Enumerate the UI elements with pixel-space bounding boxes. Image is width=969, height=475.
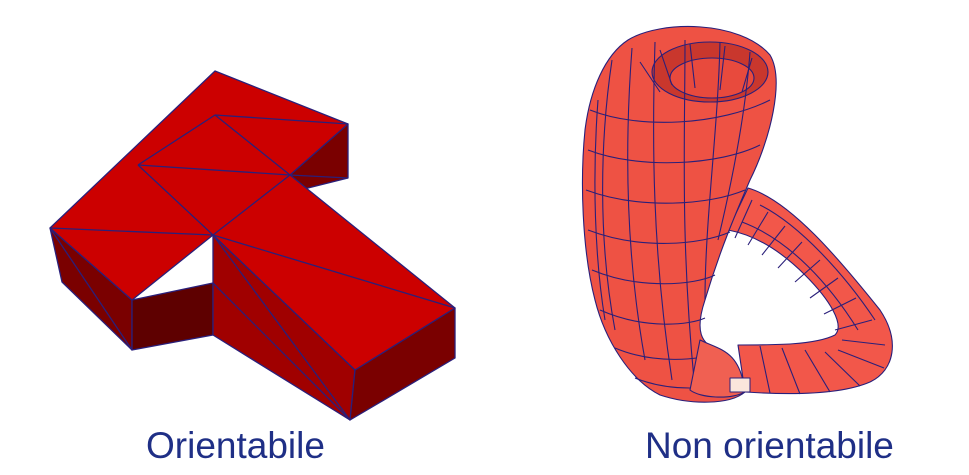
- t-mesh-line: [49, 227, 133, 351]
- t-left-side-face: [131, 282, 214, 351]
- klein-bottle-surface: [581, 26, 893, 403]
- klein-pale-patch: [729, 377, 751, 393]
- t-mesh-line: [49, 227, 214, 236]
- t-mesh-line: [212, 282, 351, 421]
- t-mesh-line: [212, 174, 291, 236]
- t-mesh-line: [214, 114, 349, 125]
- klein-handle-tube: [727, 187, 893, 395]
- klein-mouth-inner: [669, 57, 755, 99]
- klein-body-mesh: [585, 39, 771, 391]
- t-mesh-line: [212, 234, 351, 421]
- t-mesh-line: [137, 114, 216, 166]
- caption-orientable: Orientabile: [146, 425, 325, 466]
- t-mesh-line: [214, 114, 291, 176]
- t-mesh-line: [137, 164, 214, 236]
- klein-handle-mesh: [734, 199, 886, 395]
- t-mesh-line: [289, 174, 349, 179]
- t-mesh-line: [137, 164, 291, 176]
- t-mesh-line: [212, 234, 456, 309]
- t-shape-solid: [49, 70, 456, 421]
- caption-non-orientable: Non orientabile: [645, 425, 894, 466]
